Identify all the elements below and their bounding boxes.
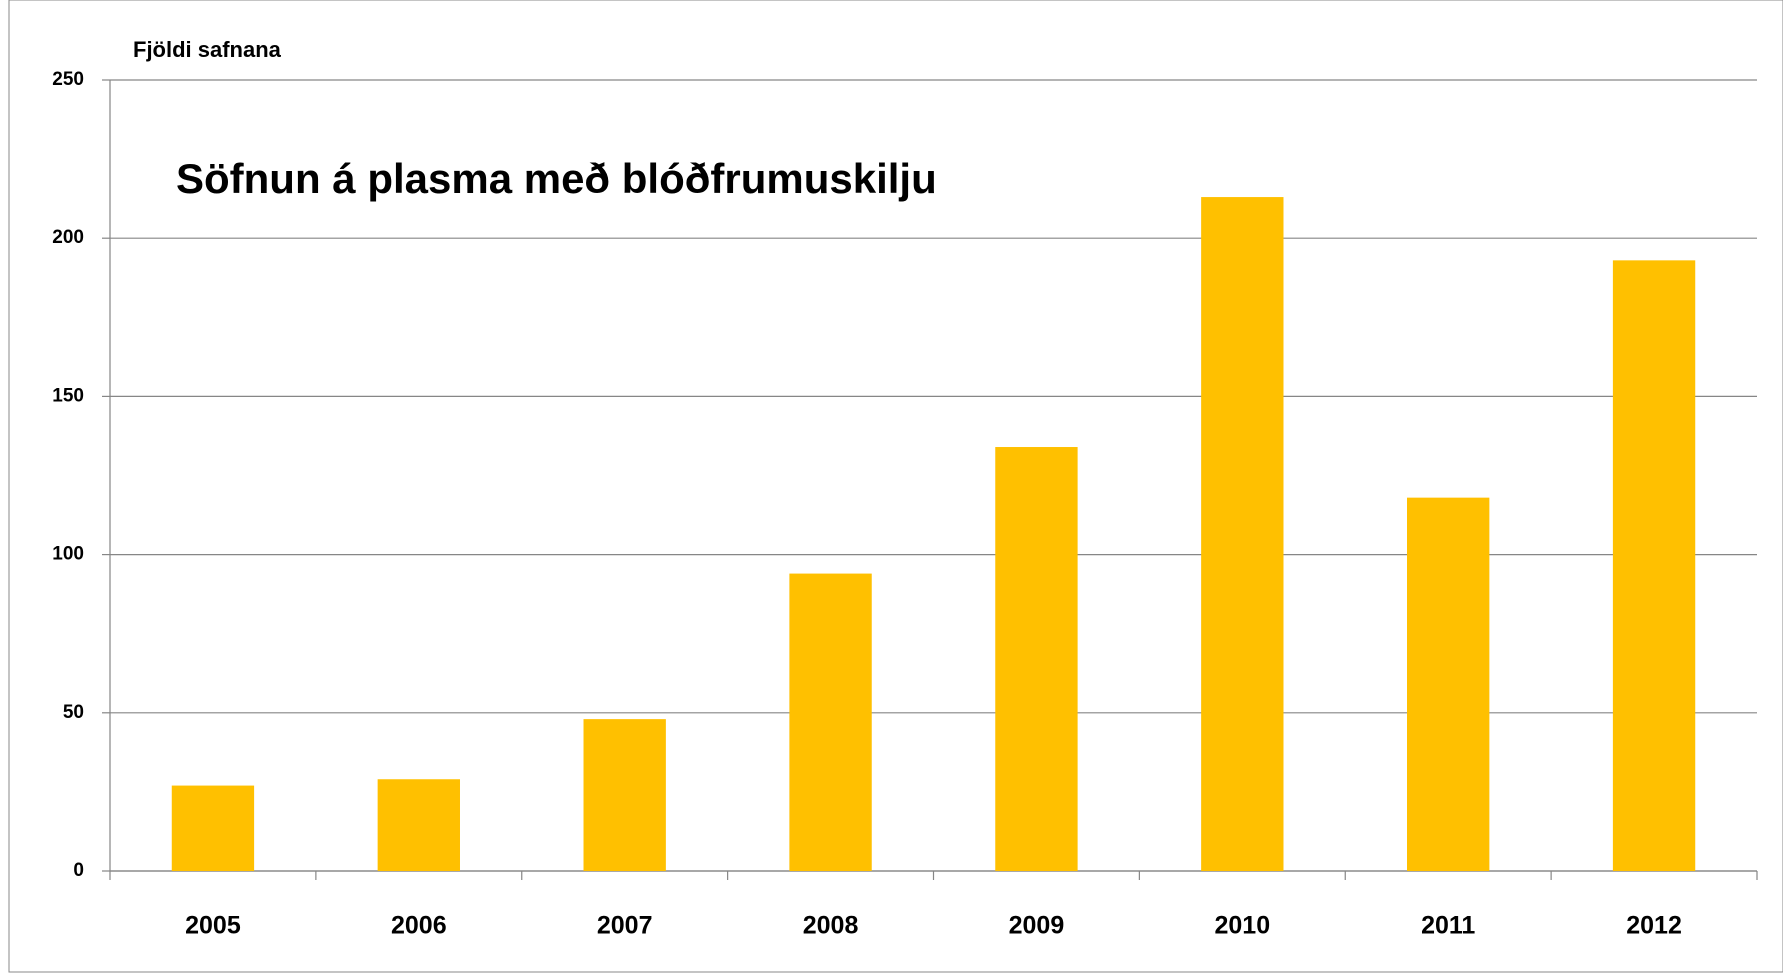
chart-title: Söfnun á plasma með blóðfrumuskilju	[176, 155, 937, 202]
x-tick-label: 2007	[597, 912, 653, 940]
bar	[377, 779, 460, 871]
bar	[1612, 260, 1696, 871]
bar	[1201, 197, 1284, 871]
x-tick-label: 2009	[1009, 912, 1065, 940]
x-tick-label: 2010	[1215, 912, 1271, 940]
y-tick-label: 50	[63, 702, 84, 723]
y-tick-label: 200	[52, 227, 84, 248]
x-tick-label: 2005	[185, 912, 241, 940]
y-axis-label: Fjöldi safnana	[133, 37, 282, 62]
y-tick-label: 100	[52, 544, 84, 565]
y-tick-label: 0	[73, 860, 84, 881]
bar	[995, 447, 1078, 871]
x-tick-label: 2012	[1626, 912, 1682, 940]
y-tick-label: 250	[52, 69, 84, 90]
bar	[789, 573, 872, 871]
bar	[583, 719, 666, 871]
y-tick-label: 150	[52, 385, 84, 406]
bar	[1407, 497, 1490, 871]
bar	[171, 785, 255, 871]
chart-frame	[8, 0, 1783, 973]
x-tick-label: 2008	[803, 912, 859, 940]
x-tick-label: 2011	[1421, 912, 1475, 940]
x-tick-label: 2006	[391, 912, 447, 940]
